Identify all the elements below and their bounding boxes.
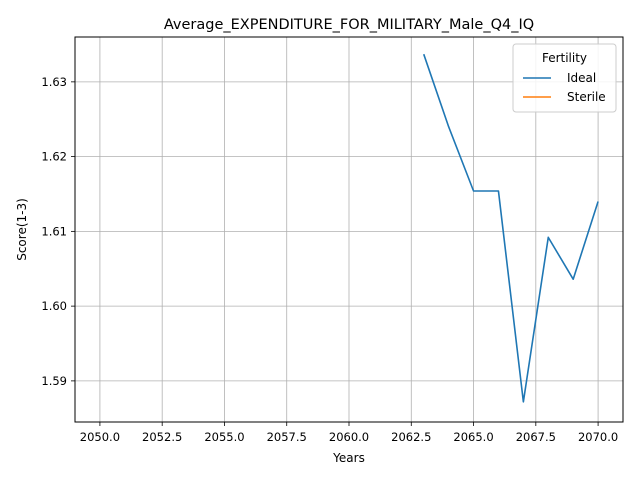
x-tick-label: 2070.0 xyxy=(578,430,618,444)
legend-box xyxy=(512,43,617,113)
y-tick-label: 1.60 xyxy=(41,299,67,313)
series-ideal xyxy=(422,53,599,403)
axes: 2050.0 2052.5 2055.0 2057.5 2060.0 2062.5 2065… xyxy=(41,75,618,444)
x-tick-label: 2057.5 xyxy=(267,430,307,444)
y-tick-label: 1.59 xyxy=(41,374,67,388)
legend-label-ideal: Ideal xyxy=(567,71,596,85)
x-tick-label: 2052.5 xyxy=(142,430,182,444)
x-tick-label: 2062.5 xyxy=(391,430,431,444)
legend: Fertility Ideal Sterile xyxy=(512,43,617,113)
x-tick-label: 2055.0 xyxy=(204,430,244,444)
x-tick-label: 2050.0 xyxy=(80,430,120,444)
x-tick-label: 2065.0 xyxy=(453,430,493,444)
series-layer xyxy=(422,53,599,403)
y-tick-label: 1.62 xyxy=(41,150,67,164)
legend-title: Fertility xyxy=(542,51,587,65)
legend-label-sterile: Sterile xyxy=(567,90,606,104)
y-axis-label: Score(1-3) xyxy=(15,198,29,261)
x-axis-label: Years xyxy=(332,451,365,465)
y-tick-label: 1.61 xyxy=(41,224,67,238)
x-tick-label: 2067.5 xyxy=(516,430,556,444)
x-tick-label: 2060.0 xyxy=(329,430,369,444)
y-tick-label: 1.63 xyxy=(41,75,67,89)
chart-title: Average_EXPENDITURE_FOR_MILITARY_Male_Q4… xyxy=(164,17,534,33)
series-line-ideal xyxy=(422,53,599,403)
